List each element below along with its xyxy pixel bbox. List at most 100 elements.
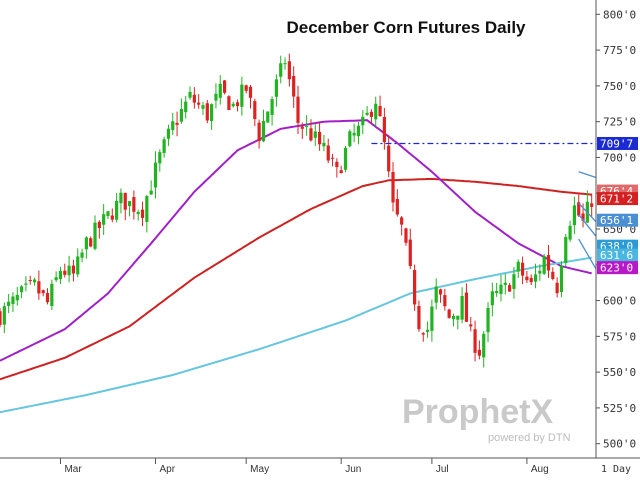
candle-body [533, 274, 538, 282]
candle-body [11, 296, 15, 304]
candle-body [192, 94, 196, 103]
candle-body [132, 197, 136, 212]
candle-body [477, 349, 481, 356]
candle-body [555, 282, 559, 294]
candle-body [503, 282, 507, 285]
candle-body [257, 122, 261, 142]
candle-body [37, 281, 41, 294]
candle-body [123, 192, 127, 210]
candle-body [356, 125, 361, 137]
candle-body [343, 147, 348, 170]
candle-body [274, 79, 279, 97]
y-tick-label: 775'0 [603, 44, 636, 57]
candle-body [136, 211, 140, 215]
candle-body [84, 237, 88, 250]
candle-body [460, 296, 464, 320]
candle-body [292, 75, 296, 97]
candle-body [235, 102, 240, 107]
candle-body [348, 131, 352, 147]
candle-body [162, 139, 166, 154]
candle-body [222, 80, 227, 93]
x-tick-label: Apr [159, 464, 175, 475]
candle-body [166, 128, 171, 139]
price-badge [597, 261, 638, 275]
candle-body [456, 315, 460, 320]
price-badge-label: 631'6 [600, 249, 633, 262]
candle-body [413, 270, 417, 305]
period-label: 1 Day [601, 464, 631, 475]
price-badge [597, 136, 638, 150]
candle-body [197, 102, 201, 105]
candle-body [317, 131, 322, 145]
chart-title: December Corn Futures Daily [286, 18, 526, 37]
candle-body [538, 270, 542, 274]
candle-body [149, 190, 153, 195]
candle-body [400, 217, 404, 225]
y-tick-label: 800'0 [603, 8, 636, 21]
candle-body [171, 121, 175, 131]
candle-body [175, 122, 179, 125]
x-tick-label: Jun [345, 464, 361, 475]
candle-body [244, 85, 248, 91]
candle-body [361, 116, 365, 126]
candle-body [248, 86, 253, 98]
candle-body [430, 306, 434, 331]
candle-body [270, 99, 274, 115]
y-tick-label: 750'0 [603, 80, 636, 93]
candle-body [7, 301, 11, 306]
candle-body [45, 293, 50, 303]
candle-body [572, 205, 577, 226]
candle-body [520, 262, 525, 276]
price-badge [597, 213, 638, 227]
candle-body [542, 256, 546, 274]
x-tick-label: Aug [531, 464, 549, 475]
candle-body [67, 265, 71, 276]
candle-body [395, 198, 399, 215]
candle-body [240, 84, 244, 107]
candle-body [201, 105, 205, 109]
candle-body [482, 333, 486, 358]
moving-average-line [0, 256, 592, 414]
trend-line [578, 202, 597, 223]
candle-body [469, 324, 473, 327]
y-tick-label: 550'0 [603, 366, 636, 379]
candle-body [391, 172, 395, 203]
candle-body [408, 239, 412, 266]
candle-body [326, 145, 330, 161]
candle-body [266, 111, 270, 123]
candle-body [184, 101, 188, 113]
candle-body [305, 126, 309, 128]
candle-body [110, 215, 114, 220]
candle-body [119, 192, 123, 204]
price-badge-label: 656'1 [600, 214, 633, 227]
moving-average-line [0, 177, 592, 381]
candle-body [516, 261, 520, 272]
candlesticks [0, 53, 594, 368]
candle-body [369, 111, 374, 117]
candle-body [495, 291, 499, 294]
candle-body [97, 221, 101, 229]
candle-body [551, 271, 555, 279]
candle-body [330, 157, 335, 159]
candle-body [300, 126, 304, 129]
overlays [371, 142, 597, 270]
candle-body [63, 270, 67, 275]
candle-body [387, 145, 391, 172]
candle-body [404, 228, 408, 243]
candle-body [374, 103, 378, 120]
price-badge-label: 709'7 [600, 137, 633, 150]
y-tick-label: 575'0 [603, 330, 636, 343]
trend-line [578, 238, 597, 270]
watermark: ProphetX powered by DTN [402, 393, 571, 444]
time-axis-labels: Mar Apr May Jun Jul Aug [59, 458, 549, 475]
candle-body [227, 96, 231, 111]
candle-body [425, 329, 430, 332]
candle-body [54, 277, 58, 281]
candle-body [581, 213, 585, 221]
candle-body [296, 96, 300, 123]
candle-body [89, 238, 93, 247]
candle-body [473, 329, 477, 353]
x-tick-label: May [250, 464, 269, 475]
candle-body [145, 196, 149, 222]
